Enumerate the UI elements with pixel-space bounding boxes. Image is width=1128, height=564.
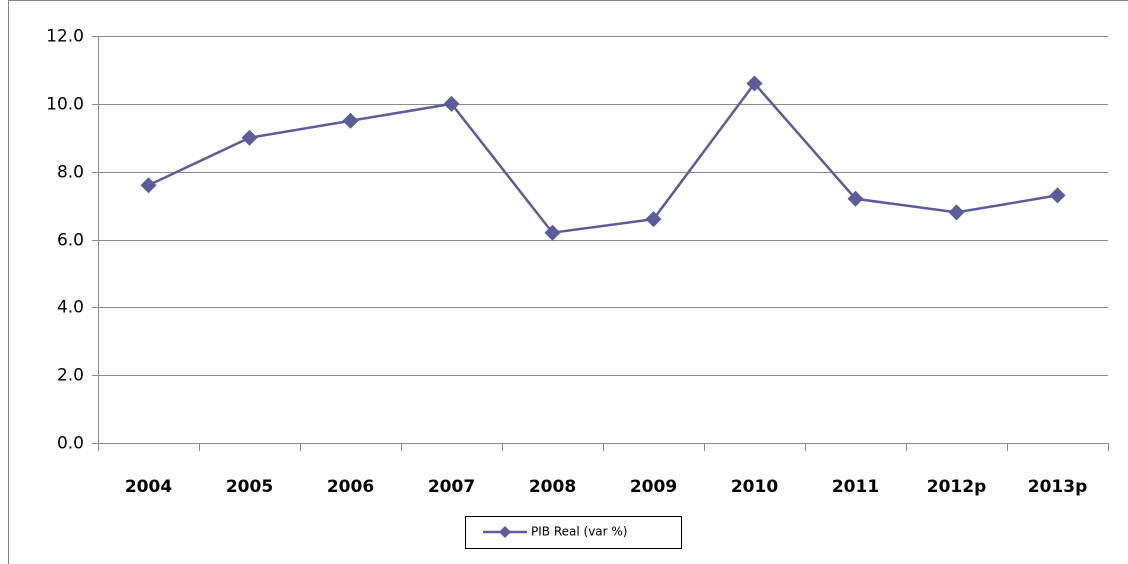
x-tick-label: 2011 (832, 477, 879, 497)
data-point (746, 75, 763, 92)
data-point (948, 204, 965, 221)
x-tick-label: 2006 (327, 477, 374, 497)
y-tick-label: 0.0 (57, 434, 84, 454)
y-tick-label: 12.0 (46, 27, 84, 47)
x-tick-label: 2009 (630, 477, 677, 497)
data-point (645, 211, 662, 228)
x-tick-label: 2012p (927, 477, 986, 497)
y-tick-label: 8.0 (57, 163, 84, 183)
y-tick-label: 10.0 (46, 95, 84, 115)
data-point (140, 177, 157, 194)
series-line (147, 81, 1058, 235)
y-tick-label: 2.0 (57, 366, 84, 386)
x-tick-label: 2013p (1028, 477, 1087, 497)
data-point (544, 224, 561, 241)
x-tick-label: 2010 (731, 477, 778, 497)
x-tick-label: 2007 (428, 477, 475, 497)
data-point (443, 95, 460, 112)
data-point (1049, 187, 1066, 204)
data-point (241, 129, 258, 146)
y-tick-label: 4.0 (57, 298, 84, 318)
legend-marker (499, 526, 511, 538)
data-point (342, 112, 359, 129)
data-point (847, 190, 864, 207)
x-tick-label: 2008 (529, 477, 576, 497)
y-tick-label: 6.0 (57, 231, 84, 251)
legend-label: PIB Real (var %) (531, 525, 627, 539)
x-tick-label: 2005 (226, 477, 273, 497)
x-tick-label: 2004 (125, 477, 172, 497)
